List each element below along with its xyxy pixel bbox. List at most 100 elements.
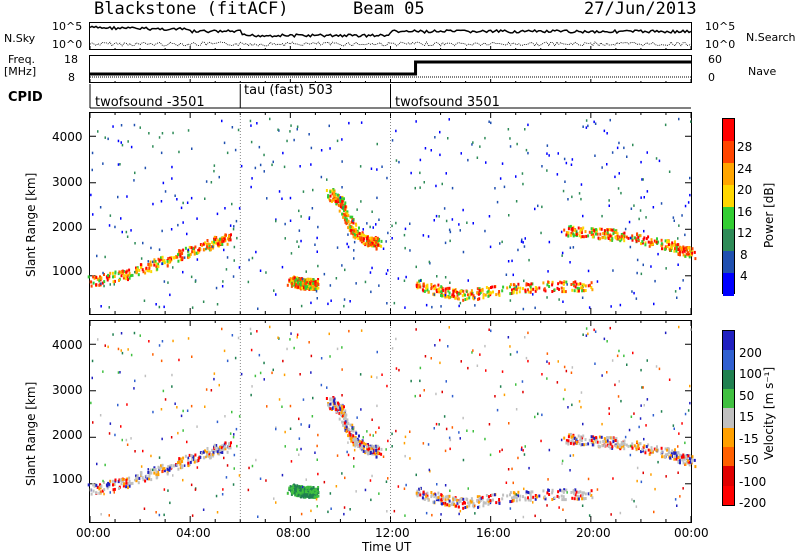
noise-cell bbox=[467, 158, 469, 162]
backscatter-cell bbox=[679, 253, 681, 257]
backscatter-cell bbox=[570, 227, 573, 231]
backscatter-cell bbox=[468, 296, 471, 300]
noise-cell bbox=[158, 136, 161, 139]
backscatter-cell bbox=[677, 248, 680, 251]
backscatter-cell bbox=[457, 297, 460, 301]
backscatter-cell bbox=[341, 212, 344, 216]
noise-cell bbox=[237, 336, 240, 340]
backscatter-cell bbox=[350, 231, 353, 235]
backscatter-cell bbox=[448, 291, 451, 295]
backscatter-cell bbox=[590, 231, 593, 234]
noise-cell bbox=[158, 513, 161, 517]
noise-cell bbox=[275, 293, 277, 296]
backscatter-cell bbox=[203, 248, 206, 252]
noise-cell bbox=[186, 232, 188, 236]
backscatter-cell bbox=[481, 289, 484, 293]
xtick-0: 00:00 bbox=[76, 526, 111, 540]
noise-cell bbox=[515, 493, 518, 496]
noise-cell bbox=[509, 145, 512, 148]
backscatter-cell bbox=[534, 497, 537, 501]
backscatter-cell bbox=[144, 271, 147, 275]
backscatter-cell bbox=[530, 288, 533, 292]
backscatter-cell bbox=[650, 448, 653, 452]
backscatter-cell bbox=[178, 460, 181, 464]
noise-cell bbox=[436, 483, 438, 486]
backscatter-cell bbox=[562, 282, 565, 286]
backscatter-cell bbox=[567, 439, 570, 443]
backscatter-cell bbox=[441, 495, 444, 499]
noise-cell bbox=[308, 217, 310, 220]
backscatter-cell bbox=[440, 285, 443, 289]
noise-cell bbox=[439, 153, 441, 157]
noise-cell bbox=[630, 207, 633, 210]
backscatter-cell bbox=[490, 494, 492, 497]
backscatter-cell bbox=[563, 498, 566, 502]
backscatter-cell bbox=[160, 464, 162, 468]
noise-cell bbox=[369, 225, 371, 229]
backscatter-cell bbox=[294, 487, 297, 491]
backscatter-cell bbox=[683, 457, 686, 461]
backscatter-cell bbox=[647, 448, 650, 452]
backscatter-cell bbox=[556, 494, 559, 498]
backscatter-cell bbox=[168, 260, 171, 264]
noise-cell bbox=[672, 216, 675, 219]
noise-cell bbox=[311, 207, 314, 210]
backscatter-cell bbox=[670, 243, 673, 247]
backscatter-cell bbox=[103, 273, 105, 276]
backscatter-cell bbox=[114, 270, 117, 274]
backscatter-cell bbox=[150, 263, 153, 267]
noise-cell bbox=[503, 185, 506, 189]
backscatter-cell bbox=[606, 436, 609, 440]
backscatter-cell bbox=[340, 411, 343, 415]
backscatter-cell bbox=[645, 445, 648, 449]
backscatter-cell bbox=[464, 298, 467, 301]
noise-cell bbox=[170, 228, 173, 231]
backscatter-cell bbox=[437, 491, 440, 495]
noise-cell bbox=[467, 279, 469, 282]
backscatter-cell bbox=[349, 423, 352, 427]
noise-cell bbox=[347, 441, 349, 444]
noise-cell bbox=[91, 168, 93, 172]
noise-cell bbox=[660, 410, 663, 413]
backscatter-cell bbox=[562, 490, 565, 494]
noise-cell bbox=[343, 506, 346, 509]
noise-cell bbox=[296, 240, 298, 243]
noise-cell bbox=[142, 449, 144, 453]
noise-cell bbox=[117, 403, 119, 407]
noise-cell bbox=[638, 217, 640, 221]
backscatter-cell bbox=[356, 437, 359, 441]
noise-cell bbox=[415, 328, 417, 331]
noise-cell bbox=[386, 510, 388, 513]
backscatter-cell bbox=[579, 230, 582, 234]
backscatter-cell bbox=[587, 492, 590, 496]
backscatter-cell bbox=[375, 240, 378, 244]
backscatter-cell bbox=[333, 189, 336, 193]
backscatter-cell bbox=[362, 447, 365, 451]
noise-cell bbox=[315, 498, 318, 501]
backscatter-cell bbox=[194, 245, 197, 249]
noise-cell bbox=[259, 477, 262, 480]
noise-cell bbox=[642, 471, 644, 475]
backscatter-cell bbox=[220, 240, 223, 244]
backscatter-cell bbox=[491, 493, 494, 497]
backscatter-cell bbox=[121, 478, 124, 482]
colorbar-segment bbox=[723, 350, 734, 371]
noise-cell bbox=[556, 173, 559, 176]
backscatter-cell bbox=[215, 241, 217, 245]
noise-cell bbox=[278, 337, 280, 340]
backscatter-cell bbox=[478, 287, 481, 291]
backscatter-cell bbox=[376, 446, 379, 450]
noise-cell bbox=[186, 201, 189, 204]
backscatter-cell bbox=[181, 252, 183, 256]
backscatter-cell bbox=[631, 238, 634, 242]
noise-cell bbox=[221, 327, 223, 331]
noise-cell bbox=[403, 233, 406, 237]
backscatter-cell bbox=[574, 493, 577, 497]
noise-cell bbox=[386, 384, 388, 388]
backscatter-cell bbox=[575, 282, 578, 286]
backscatter-cell bbox=[355, 223, 358, 227]
backscatter-cell bbox=[314, 488, 317, 492]
backscatter-cell bbox=[103, 488, 106, 492]
backscatter-cell bbox=[551, 290, 554, 293]
backscatter-cell bbox=[535, 495, 538, 499]
